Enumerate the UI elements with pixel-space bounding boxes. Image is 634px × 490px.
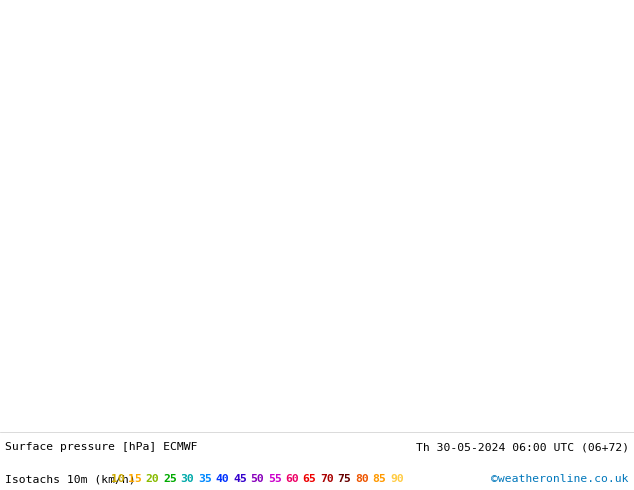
Text: Isotachs 10m (km/h): Isotachs 10m (km/h): [5, 474, 136, 484]
Text: 70: 70: [320, 474, 334, 484]
Text: 30: 30: [181, 474, 195, 484]
Text: 45: 45: [233, 474, 247, 484]
Text: 15: 15: [128, 474, 142, 484]
Text: 10: 10: [111, 474, 125, 484]
Text: 40: 40: [216, 474, 230, 484]
Text: 85: 85: [373, 474, 386, 484]
Text: ©weatheronline.co.uk: ©weatheronline.co.uk: [491, 474, 629, 484]
Text: 35: 35: [198, 474, 212, 484]
Text: 60: 60: [285, 474, 299, 484]
Text: Th 30-05-2024 06:00 UTC (06+72): Th 30-05-2024 06:00 UTC (06+72): [416, 442, 629, 452]
Text: 50: 50: [250, 474, 264, 484]
Text: 75: 75: [338, 474, 351, 484]
Text: 25: 25: [164, 474, 177, 484]
Text: 65: 65: [303, 474, 316, 484]
Text: 80: 80: [355, 474, 369, 484]
Text: 20: 20: [146, 474, 160, 484]
Text: 90: 90: [390, 474, 404, 484]
Text: Surface pressure [hPa] ECMWF: Surface pressure [hPa] ECMWF: [5, 442, 198, 452]
Text: 55: 55: [268, 474, 281, 484]
